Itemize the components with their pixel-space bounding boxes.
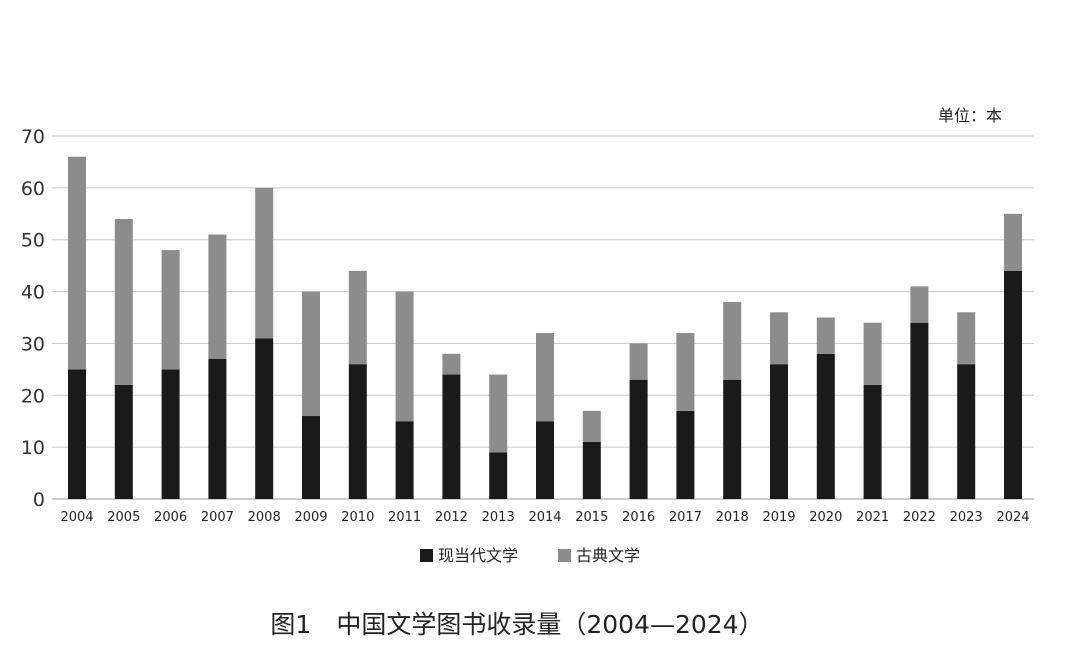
x-tick-label-2006: 2006 <box>154 510 187 525</box>
bar-2008-modern <box>255 338 274 499</box>
x-tick-label-2016: 2016 <box>622 510 655 525</box>
bar-2006-modern <box>161 369 180 499</box>
bar-2020-classical <box>816 317 835 354</box>
bar-2023-modern <box>957 364 976 499</box>
y-tick-label-60: 60 <box>21 178 45 200</box>
x-tick-label-2013: 2013 <box>482 510 515 525</box>
bar-2017-classical <box>676 333 695 411</box>
x-tick-label-2014: 2014 <box>528 510 561 525</box>
x-tick-label-2004: 2004 <box>60 510 93 525</box>
bar-2004-classical <box>68 156 86 370</box>
x-tick-label-2024: 2024 <box>996 510 1029 525</box>
legend-label-classical: 古典文学 <box>576 546 640 565</box>
bar-2005-modern <box>114 384 133 499</box>
bar-2020-modern <box>816 353 835 499</box>
bar-2023-classical <box>957 312 976 365</box>
y-tick-label-20: 20 <box>21 385 45 407</box>
x-tick-label-2010: 2010 <box>341 510 374 525</box>
x-tick-label-2020: 2020 <box>809 510 842 525</box>
legend-swatch-modern <box>420 549 433 562</box>
bar-2018-modern <box>723 379 742 499</box>
x-tick-label-2015: 2015 <box>575 510 608 525</box>
bar-2011-classical <box>395 291 414 422</box>
bar-2008-classical <box>255 187 274 339</box>
x-tick-label-2011: 2011 <box>388 510 421 525</box>
bar-2021-modern <box>863 384 882 499</box>
bar-2013-classical <box>489 374 508 453</box>
x-tick-label-2017: 2017 <box>669 510 702 525</box>
x-tick-label-2012: 2012 <box>435 510 468 525</box>
legend-swatch-classical <box>558 549 571 562</box>
unit-label: 单位：本 <box>938 106 1002 125</box>
bar-2006-classical <box>161 250 180 370</box>
bar-2012-modern <box>442 374 461 499</box>
bar-2011-modern <box>395 421 414 499</box>
bar-2012-classical <box>442 353 461 375</box>
y-tick-label-30: 30 <box>21 333 45 355</box>
x-tick-label-2019: 2019 <box>762 510 795 525</box>
figure-caption: 图1 中国文学图书收录量（2004—2024） <box>270 610 763 639</box>
bar-2014-modern <box>536 421 554 499</box>
legend-item-classical: 古典文学 <box>558 546 640 565</box>
x-tick-label-2021: 2021 <box>856 510 889 525</box>
x-tick-label-2009: 2009 <box>294 510 327 525</box>
x-tick-label-2005: 2005 <box>107 510 140 525</box>
bar-2004-modern <box>68 369 86 499</box>
y-tick-label-40: 40 <box>21 282 45 304</box>
bar-2016-classical <box>629 343 648 380</box>
bar-2022-classical <box>910 286 929 323</box>
bar-2024-modern <box>1004 270 1022 499</box>
bars <box>68 156 1022 499</box>
bar-2021-classical <box>863 322 882 385</box>
bar-2007-classical <box>208 234 227 359</box>
bar-2010-modern <box>348 364 367 499</box>
x-axis-ticks: 2004 2005 2006 2007 2008 2009 2010 2011 2012 2013… <box>60 510 1029 525</box>
x-tick-label-2008: 2008 <box>248 510 281 525</box>
bar-2016-modern <box>629 379 648 499</box>
x-tick-label-2007: 2007 <box>201 510 234 525</box>
bar-2022-modern <box>910 322 929 499</box>
x-tick-label-2018: 2018 <box>716 510 749 525</box>
y-tick-label-0: 0 <box>33 489 45 511</box>
bar-2009-modern <box>302 416 320 499</box>
bar-2024-classical <box>1004 213 1022 271</box>
legend-label-modern: 现当代文学 <box>438 546 518 565</box>
y-tick-label-10: 10 <box>21 437 45 459</box>
x-tick-label-2023: 2023 <box>950 510 983 525</box>
bar-2019-modern <box>770 364 788 499</box>
bar-2018-classical <box>723 301 742 380</box>
bar-2005-classical <box>114 218 133 385</box>
bar-2019-classical <box>770 312 788 365</box>
bar-2009-classical <box>302 291 320 417</box>
bar-2010-classical <box>348 270 367 365</box>
bar-2017-modern <box>676 410 695 499</box>
bar-2014-classical <box>536 333 554 422</box>
bar-2007-modern <box>208 358 227 499</box>
y-axis-ticks: 0 10 20 30 40 50 60 70 <box>21 126 45 511</box>
bar-2015-modern <box>582 441 601 499</box>
x-tick-label-2022: 2022 <box>903 510 936 525</box>
bar-2015-classical <box>582 410 601 442</box>
bar-2013-modern <box>489 452 508 499</box>
legend-item-modern: 现当代文学 <box>420 546 518 565</box>
y-tick-label-50: 50 <box>21 230 45 252</box>
legend: 现当代文学 古典文学 <box>420 546 640 565</box>
y-tick-label-70: 70 <box>21 126 45 148</box>
